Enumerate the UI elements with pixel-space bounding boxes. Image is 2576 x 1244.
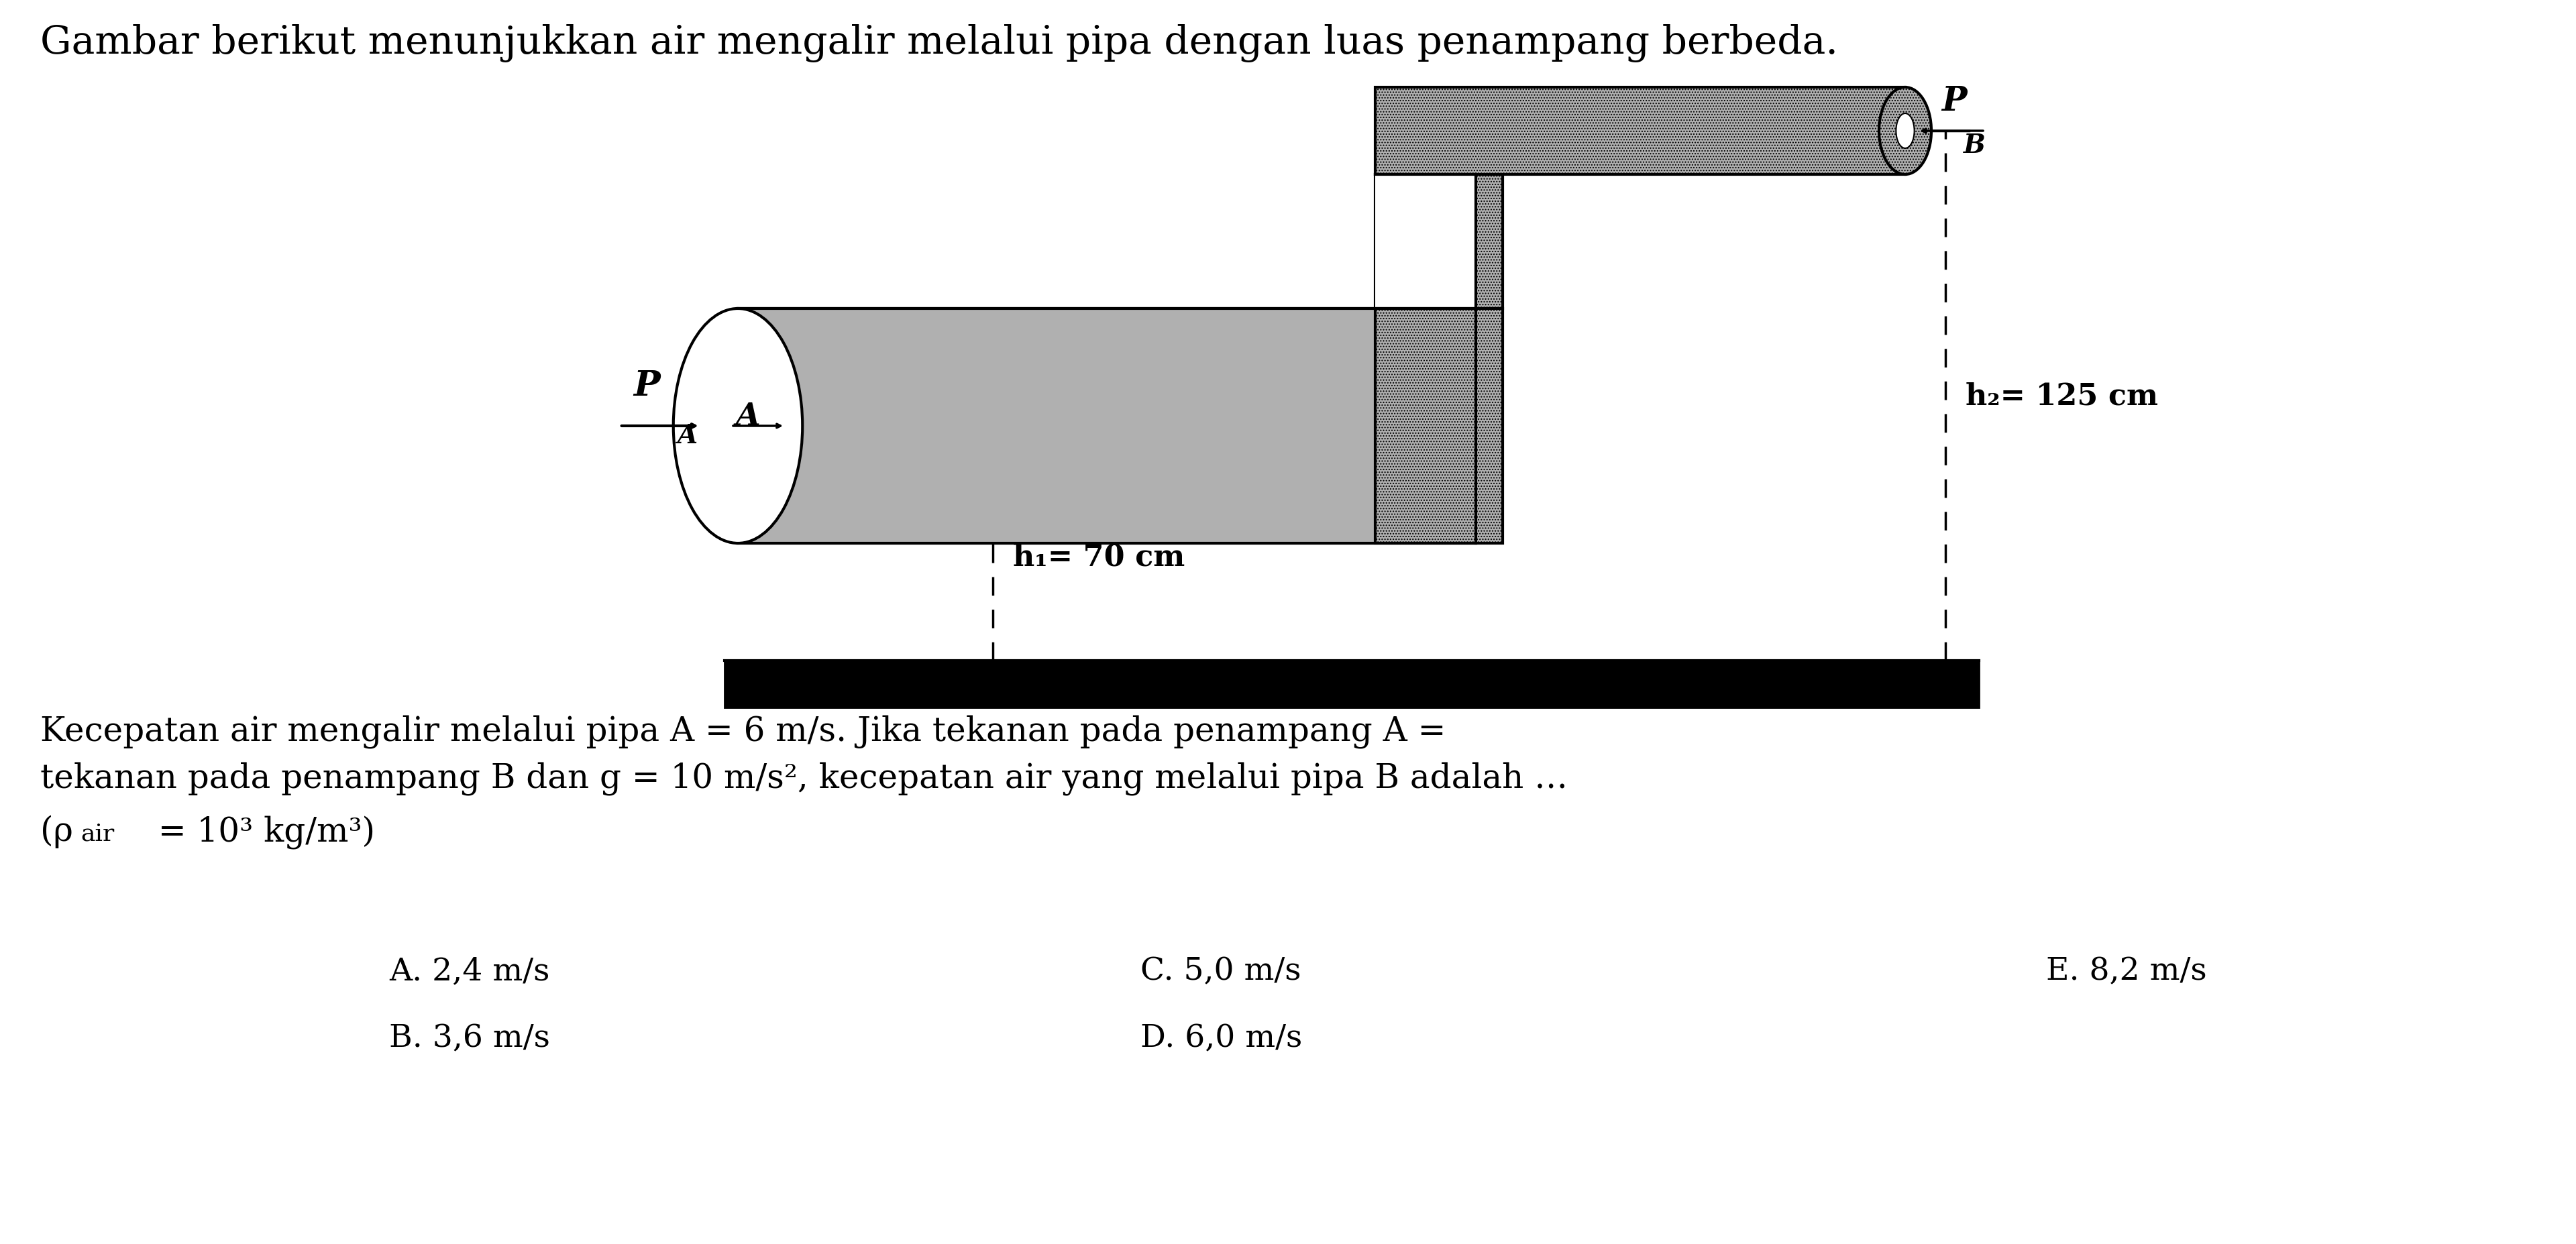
Text: = 10³ kg/m³): = 10³ kg/m³) xyxy=(147,815,376,848)
Text: P: P xyxy=(1942,85,1965,118)
Text: A: A xyxy=(677,423,698,448)
Text: C. 5,0 m/s: C. 5,0 m/s xyxy=(1141,955,1301,986)
Bar xyxy=(737,309,1476,544)
Bar xyxy=(724,661,1978,708)
Bar xyxy=(1376,175,1476,309)
Bar xyxy=(1376,175,1502,309)
Text: tekanan pada penampang B dan g = 10 m/s², kecepatan air yang melalui pipa B adal: tekanan pada penampang B dan g = 10 m/s²… xyxy=(41,761,1569,795)
Text: B: B xyxy=(1963,133,1986,158)
Ellipse shape xyxy=(672,309,804,544)
Text: Gambar berikut menunjukkan air mengalir melalui pipa dengan luas penampang berbe: Gambar berikut menunjukkan air mengalir … xyxy=(41,24,1839,62)
Text: A. 2,4 m/s: A. 2,4 m/s xyxy=(389,955,549,986)
Text: A: A xyxy=(737,401,760,432)
Bar xyxy=(1376,88,1906,175)
Text: h₂= 125 cm: h₂= 125 cm xyxy=(1965,382,2159,411)
Text: B. 3,6 m/s: B. 3,6 m/s xyxy=(389,1023,551,1054)
Text: air: air xyxy=(80,822,113,845)
Text: (ρ: (ρ xyxy=(41,815,72,848)
Text: P: P xyxy=(634,368,659,403)
Bar xyxy=(1376,309,1502,544)
Bar xyxy=(737,309,1476,544)
Text: E. 8,2 m/s: E. 8,2 m/s xyxy=(2045,955,2208,986)
Ellipse shape xyxy=(1896,114,1914,149)
Text: D. 6,0 m/s: D. 6,0 m/s xyxy=(1141,1023,1303,1054)
Bar xyxy=(724,661,1978,708)
Ellipse shape xyxy=(1878,88,1932,175)
Text: h₁= 70 cm: h₁= 70 cm xyxy=(1012,542,1185,571)
Text: Kecepatan air mengalir melalui pipa A = 6 m/s. Jika tekanan pada penampang A =: Kecepatan air mengalir melalui pipa A = … xyxy=(41,714,1445,748)
